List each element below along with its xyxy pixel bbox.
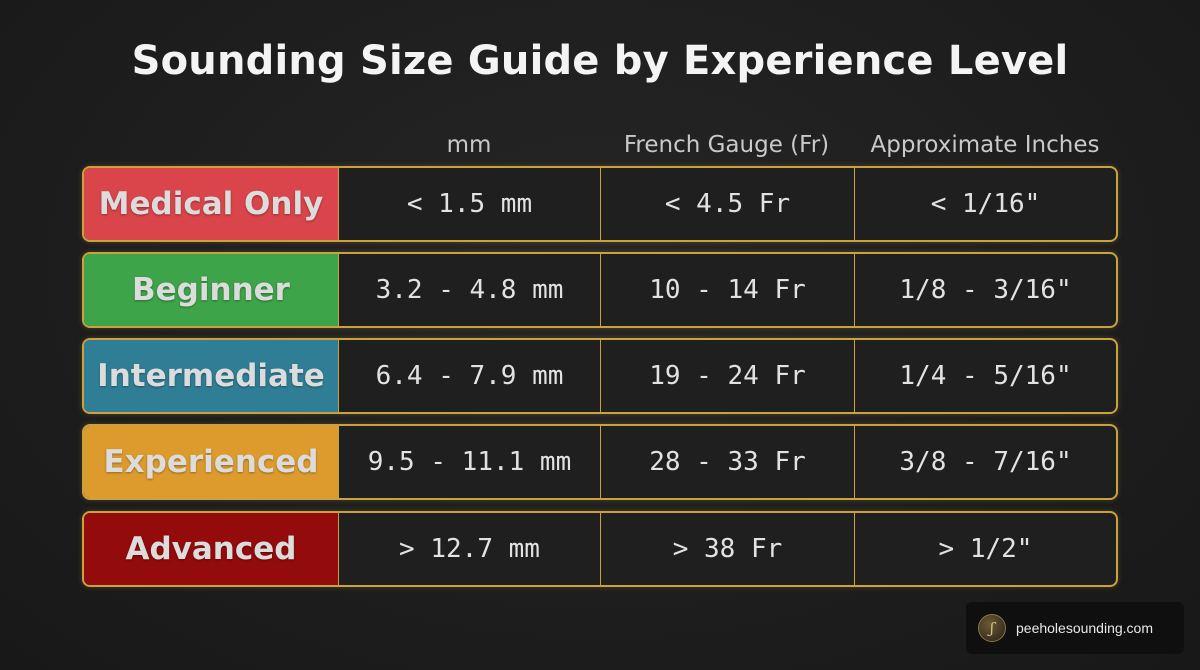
- cell-mm: < 1.5 mm: [339, 168, 601, 240]
- column-header-french-gauge: French Gauge (Fr): [623, 132, 830, 158]
- site-badge[interactable]: ʃ peeholesounding.com: [966, 602, 1184, 654]
- level-label: Intermediate: [84, 340, 339, 412]
- cell-mm: > 12.7 mm: [339, 513, 601, 585]
- level-label: Medical Only: [84, 168, 339, 240]
- cell-french-gauge: 19 - 24 Fr: [601, 340, 855, 412]
- logo-icon: ʃ: [978, 614, 1006, 642]
- cell-inches: < 1/16": [930, 189, 1041, 219]
- site-url[interactable]: peeholesounding.com: [1016, 620, 1153, 636]
- table-row: Advanced > 12.7 mm > 38 Fr > 1/2": [82, 511, 1118, 587]
- column-header-inches: Approximate Inches: [870, 132, 1100, 158]
- cell-inches: 1/8 - 3/16": [899, 275, 1072, 305]
- level-label: Beginner: [84, 254, 339, 326]
- cell-inches: > 1/2": [938, 534, 1033, 564]
- table-row: Experienced 9.5 - 11.1 mm 28 - 33 Fr 3/8…: [82, 424, 1118, 500]
- level-label: Experienced: [84, 426, 339, 498]
- table-row: Beginner 3.2 - 4.8 mm 10 - 14 Fr 1/8 - 3…: [82, 252, 1118, 328]
- cell-mm: 3.2 - 4.8 mm: [339, 254, 601, 326]
- level-label: Advanced: [84, 513, 339, 585]
- cell-french-gauge: 10 - 14 Fr: [601, 254, 855, 326]
- page-title: Sounding Size Guide by Experience Level: [131, 38, 1069, 84]
- cell-french-gauge: < 4.5 Fr: [601, 168, 855, 240]
- cell-mm: 9.5 - 11.1 mm: [339, 426, 601, 498]
- cell-french-gauge: 28 - 33 Fr: [601, 426, 855, 498]
- column-header-mm: mm: [446, 132, 492, 158]
- table-row: Intermediate 6.4 - 7.9 mm 19 - 24 Fr 1/4…: [82, 338, 1118, 414]
- table-row: Medical Only < 1.5 mm < 4.5 Fr < 1/16": [82, 166, 1118, 242]
- cell-french-gauge: > 38 Fr: [601, 513, 855, 585]
- cell-mm: 6.4 - 7.9 mm: [339, 340, 601, 412]
- cell-inches: 1/4 - 5/16": [899, 361, 1072, 391]
- cell-inches: 3/8 - 7/16": [899, 447, 1072, 477]
